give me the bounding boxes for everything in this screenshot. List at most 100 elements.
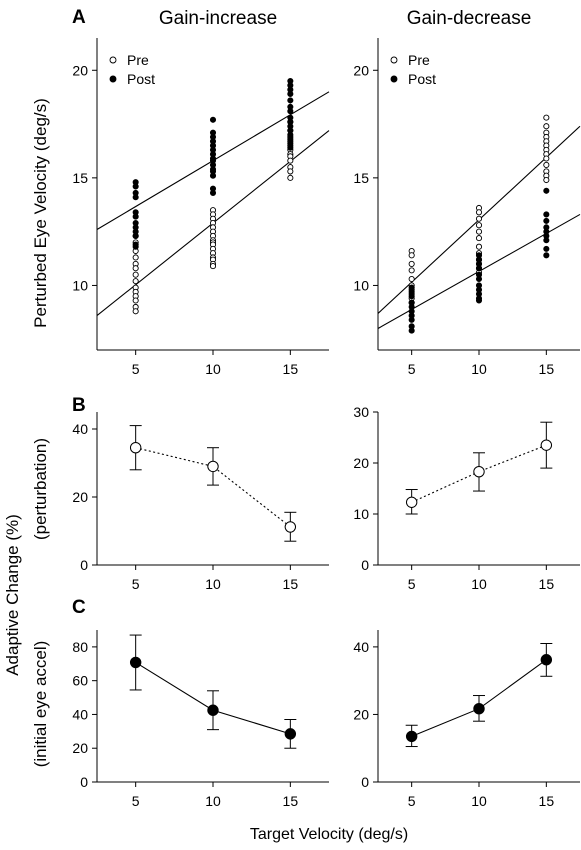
y-tick-label: 40 [353, 639, 369, 655]
x-tick-label: 5 [408, 793, 416, 809]
legend-label-post: Post [408, 71, 436, 87]
point-pre [543, 161, 550, 169]
x-tick-label: 5 [132, 361, 140, 377]
legend-marker-pre [109, 56, 117, 64]
point-post [543, 245, 550, 252]
point-pre [475, 228, 483, 235]
point-post [543, 217, 550, 224]
panel-letter-a: A [72, 7, 86, 28]
point-pre [408, 252, 415, 259]
point-pre [408, 275, 415, 283]
point-pre [475, 222, 483, 229]
point-pre [287, 174, 294, 181]
point-pre [475, 235, 483, 242]
point-post [408, 316, 415, 323]
panel-letter-b: B [72, 395, 86, 416]
x-tick-label: 15 [283, 793, 299, 809]
x-tick-label: 5 [132, 793, 140, 809]
x-tick-label: 15 [283, 361, 299, 377]
point-post [287, 90, 294, 97]
point-post [132, 232, 139, 240]
point-pre [543, 176, 550, 184]
panel-letter-c: C [72, 597, 86, 618]
data-point [540, 654, 553, 666]
legend-marker-post [109, 75, 117, 83]
point-post [543, 252, 550, 259]
y-tick-label: 60 [72, 673, 88, 689]
point-post [287, 108, 294, 115]
legend-label-pre: Pre [127, 52, 149, 68]
y-axis-label-adaptive-change: Adaptive Change (%) [3, 514, 22, 676]
x-tick-label: 10 [471, 793, 487, 809]
y-tick-label: 0 [361, 774, 369, 790]
point-post [209, 172, 217, 179]
point-pre [475, 209, 483, 216]
point-post [209, 189, 217, 196]
x-tick-label: 15 [539, 576, 555, 592]
x-tick-label: 10 [205, 361, 221, 377]
point-pre [132, 308, 139, 315]
data-point [207, 460, 219, 473]
chart-B_gain_increase: 5 10 15 0 20 40 [72, 412, 329, 592]
point-pre [543, 114, 550, 121]
data-point [129, 442, 142, 454]
point-pre [287, 168, 294, 175]
x-tick-label: 5 [408, 576, 416, 592]
chart-C_gain_decrease: 5 10 15 0 20 40 [353, 630, 580, 809]
data-point [473, 703, 485, 715]
point-post [475, 297, 483, 304]
point-post [543, 211, 550, 218]
y-tick-label: 30 [353, 404, 369, 420]
y-tick-label: 80 [72, 639, 88, 655]
col-title-gain-increase: Gain-increase [159, 8, 277, 29]
point-post [543, 237, 550, 244]
chart-C_gain_increase: 5 10 15 0 20 40 60 80 [72, 630, 329, 809]
chart-A_gain_decrease: 5 10 15 10 15 20 Pre Post [353, 38, 581, 377]
point-post [132, 194, 139, 201]
data-point [405, 730, 418, 743]
data-point [284, 521, 297, 533]
point-post [132, 213, 139, 220]
point-post [132, 243, 139, 250]
data-point [129, 656, 142, 669]
y-tick-label: 40 [72, 421, 88, 437]
y-tick-label: 20 [353, 62, 369, 78]
data-point [284, 728, 297, 740]
point-pre [132, 278, 139, 285]
x-axis-label: Target Velocity (deg/s) [250, 826, 408, 843]
y-axis-sublabel-perturbation: (perturbation) [31, 438, 50, 540]
y-tick-label: 20 [353, 455, 369, 471]
point-post [132, 183, 139, 190]
point-pre [475, 215, 483, 222]
data-point [405, 496, 418, 508]
point-pre [408, 267, 415, 274]
y-tick-label: 20 [72, 489, 88, 505]
point-post [287, 97, 294, 104]
col-title-gain-decrease: Gain-decrease [407, 8, 532, 29]
point-post [475, 265, 483, 272]
point-post [408, 293, 415, 300]
y-tick-label: 15 [353, 170, 369, 186]
chart-B_gain_decrease: 5 10 15 0 10 20 30 [353, 404, 580, 592]
data-point [473, 465, 485, 478]
point-pre [209, 263, 217, 270]
point-pre [475, 243, 483, 250]
data-point [207, 704, 219, 716]
x-tick-label: 15 [539, 793, 555, 809]
point-post [209, 116, 217, 123]
point-pre [132, 271, 139, 278]
x-tick-label: 10 [205, 793, 221, 809]
legend-label-post: Post [127, 71, 155, 87]
y-tick-label: 20 [353, 706, 369, 722]
point-pre [132, 297, 139, 304]
y-tick-label: 0 [361, 557, 369, 573]
point-post [408, 327, 415, 334]
point-pre [543, 123, 550, 130]
x-tick-label: 10 [205, 576, 221, 592]
point-pre [132, 254, 139, 261]
x-tick-label: 5 [408, 361, 416, 377]
y-tick-label: 10 [72, 277, 88, 293]
x-tick-label: 10 [471, 576, 487, 592]
plot-area: 5 10 15 10 15 20 Pre Post 5 10 15 10 15 20 Pre Post 5 10 1… [72, 38, 581, 809]
